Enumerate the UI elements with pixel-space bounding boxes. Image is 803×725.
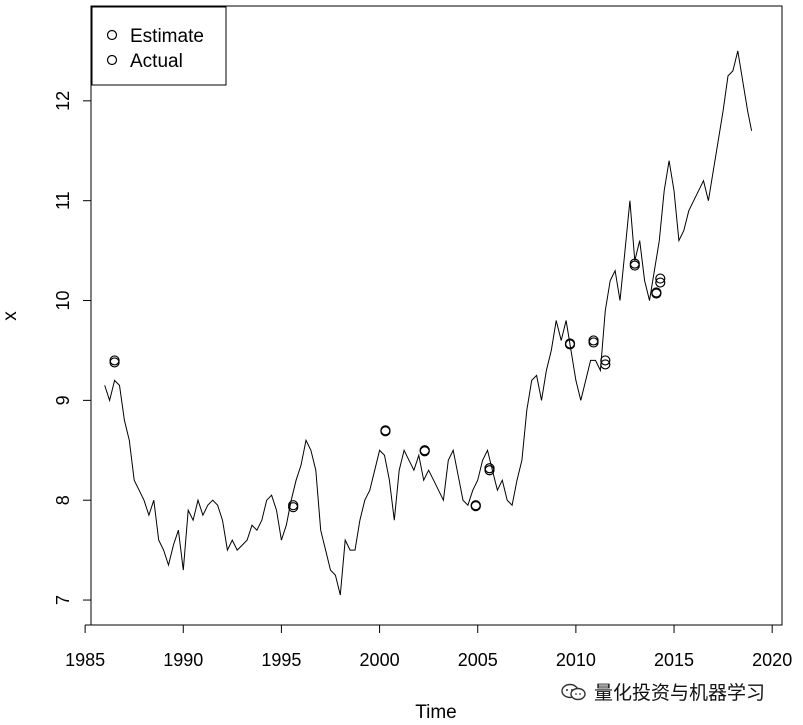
x-tick-label: 2020 (752, 650, 792, 670)
x-tick-label: 1995 (261, 650, 301, 670)
legend-marker-actual (106, 54, 118, 66)
point-actual (470, 501, 481, 512)
point-actual (380, 426, 391, 437)
point-actual (655, 277, 666, 288)
point-estimate (588, 337, 599, 348)
point-actual (564, 339, 576, 350)
y-tick-label: 7 (53, 595, 73, 605)
point-estimate (629, 260, 640, 271)
point-actual (588, 335, 599, 346)
x-tick-label: 2015 (654, 650, 694, 670)
x-axis-title: Time (415, 702, 457, 723)
y-tick-label: 12 (53, 91, 73, 111)
y-axis-title: x (0, 311, 21, 321)
legend-label-actual: Actual (130, 51, 183, 72)
y-tick-label: 11 (53, 191, 73, 210)
point-estimate (484, 463, 495, 474)
y-tick-label: 9 (53, 395, 73, 405)
x-tick-label: 2000 (360, 650, 400, 670)
series-line-actual (104, 50, 753, 596)
point-estimate (109, 355, 120, 366)
x-tick-label: 1985 (65, 650, 105, 670)
point-actual (600, 359, 611, 370)
point-actual (651, 288, 662, 299)
legend-label-estimate: Estimate (130, 26, 204, 47)
y-tick-label: 10 (53, 291, 73, 311)
legend-box (91, 6, 227, 86)
x-tick-label: 1990 (163, 650, 203, 670)
x-tick-label: 2010 (556, 650, 596, 670)
point-actual (419, 446, 430, 457)
y-axis: 7 8 9 10 11 12 (53, 91, 92, 605)
watermark-text: 量化投资与机器学习 (594, 682, 766, 704)
legend-marker-estimate (106, 29, 118, 41)
legend: Estimate Actual (91, 6, 227, 86)
x-axis: 1985 1990 1995 2000 2005 2010 2015 2020 (65, 624, 792, 670)
point-estimate (600, 355, 611, 366)
point-actual (629, 258, 640, 269)
point-actual (484, 465, 495, 476)
watermark: 量化投资与机器学习 (560, 678, 765, 705)
points-layer (109, 258, 666, 513)
x-tick-label: 2005 (458, 650, 498, 670)
y-tick-label: 8 (53, 495, 73, 505)
point-estimate (655, 273, 666, 284)
wechat-icon (561, 683, 586, 700)
plot-border (90, 5, 783, 626)
series-layer (104, 50, 753, 596)
point-actual (109, 357, 120, 368)
point-actual (288, 502, 299, 513)
